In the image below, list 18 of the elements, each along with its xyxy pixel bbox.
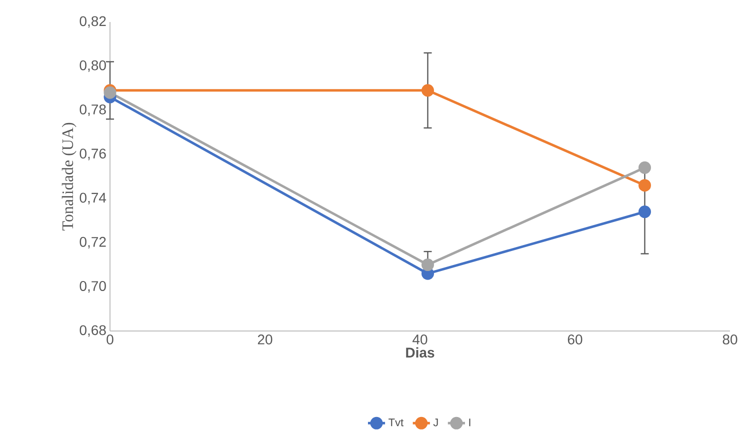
y-tick-label: 0,74: [80, 192, 106, 204]
x-tick-label: 0: [106, 334, 114, 344]
y-tick-label: 0,78: [80, 104, 106, 116]
x-axis-title: Dias: [406, 347, 434, 358]
y-tick-label: 0,76: [80, 148, 106, 160]
y-tick-label: 0,68: [80, 325, 106, 337]
y-axis-title: Tonalidade (UA): [62, 122, 76, 231]
y-tick-label: 0,82: [80, 16, 106, 28]
x-tick-label: 60: [568, 334, 582, 344]
y-tick-label: 0,72: [80, 236, 106, 248]
legend-label: I: [469, 418, 470, 426]
x-tick-label: 80: [722, 334, 738, 344]
x-tick-label: 40: [412, 334, 428, 344]
x-tick-label: 20: [258, 334, 272, 344]
y-tick-label: 0,70: [80, 281, 106, 293]
legend-label: Tvt: [388, 418, 404, 426]
legend-label: J: [433, 418, 438, 426]
y-tick-label: 0,80: [80, 60, 106, 72]
